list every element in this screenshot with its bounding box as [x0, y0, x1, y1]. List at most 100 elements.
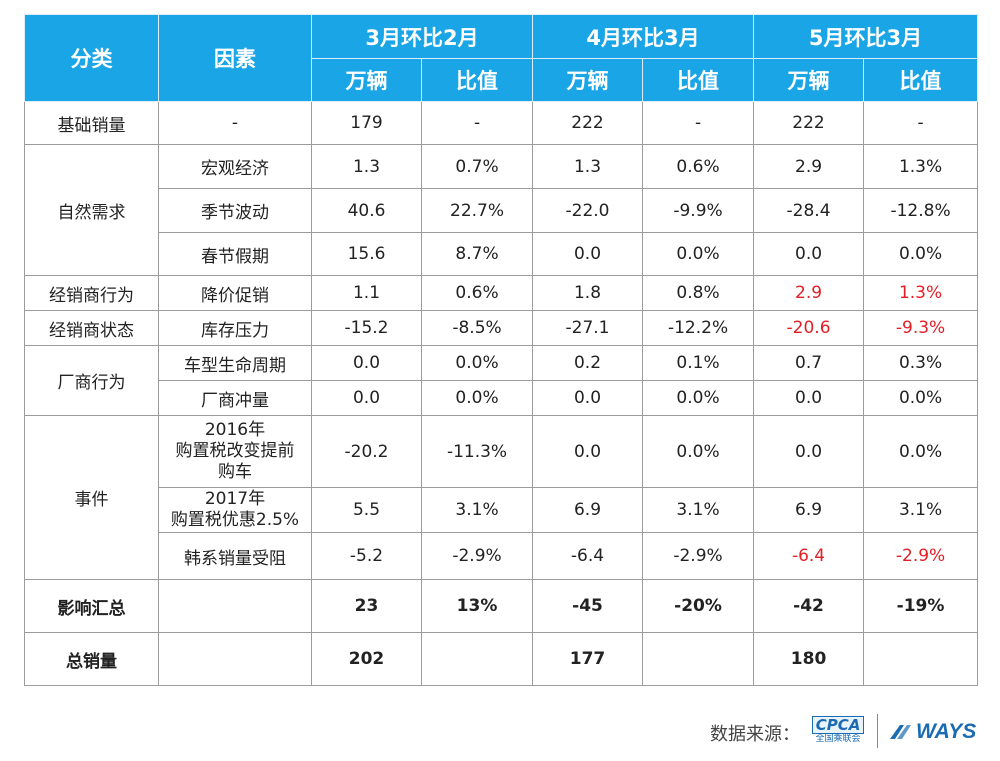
value-cell: 0.0% [642, 232, 755, 276]
value-cell [863, 632, 979, 686]
factor-cell: 2017年 购置税优惠2.5% [158, 487, 312, 533]
value-cell: 0.2 [532, 345, 644, 381]
value-cell: -15.2 [311, 310, 422, 346]
value-cell-highlight: -6.4 [753, 532, 865, 580]
cpca-logo-subtext: 全国乘联会 [815, 734, 861, 744]
value-cell: 1.1 [311, 275, 422, 311]
value-cell: 6.9 [532, 487, 644, 533]
factor-line: 购置税优惠2.5% [170, 510, 300, 530]
value-cell: 0.1% [642, 345, 755, 381]
table-row: 季节波动 40.6 22.7% -22.0 -9.9% -28.4 -12.8% [25, 188, 979, 233]
value-cell: -19% [863, 579, 979, 633]
value-cell: 13% [420, 579, 534, 633]
value-cell: 0.0 [532, 232, 644, 276]
value-cell: -12.8% [863, 188, 979, 233]
value-cell: -12.2% [642, 310, 755, 346]
summary-row: 影响汇总 23 13% -45 -20% -42 -19% [24, 579, 979, 633]
factor-line: 2016年 [204, 420, 266, 440]
value-cell: 0.0 [311, 380, 422, 416]
value-cell: 0.0 [532, 415, 644, 488]
factor-line: 购车 [218, 462, 252, 482]
value-cell: -8.5% [420, 310, 534, 346]
value-cell: 0.0% [863, 380, 979, 416]
value-cell: 0.0 [753, 232, 865, 276]
factor-cell: - [158, 101, 312, 145]
factor-cell: 季节波动 [158, 188, 312, 233]
header-units: 万辆 [753, 58, 865, 102]
header-category: 分类 [24, 14, 159, 102]
value-cell: -20% [642, 579, 755, 633]
category-cell: 经销商状态 [24, 310, 159, 346]
value-cell: 1.8 [532, 275, 644, 311]
table-row: 厂商冲量 0.0 0.0% 0.0 0.0% 0.0 0.0% [25, 380, 979, 416]
header-ratio: 比值 [863, 58, 979, 102]
value-cell: -11.3% [420, 415, 534, 488]
cpca-logo-text: CPCA [812, 716, 864, 734]
value-cell: - [420, 101, 534, 145]
value-cell: 15.6 [311, 232, 422, 276]
factor-cell: 降价促销 [158, 275, 312, 311]
table-row: 经销商状态 库存压力 -15.2 -8.5% -27.1 -12.2% -20.… [24, 310, 979, 346]
value-cell: 40.6 [311, 188, 422, 233]
header-ratio: 比值 [420, 58, 534, 102]
value-cell: 0.7 [753, 345, 865, 381]
value-cell: 177 [532, 632, 644, 686]
value-cell: -27.1 [532, 310, 644, 346]
factor-cell: 韩系销量受阻 [158, 532, 312, 580]
value-cell: 1.3 [311, 144, 422, 189]
value-cell: 3.1% [420, 487, 534, 533]
value-cell-highlight: -20.6 [753, 310, 865, 346]
category-cell: 基础销量 [24, 101, 159, 145]
header-ratio: 比值 [642, 58, 755, 102]
value-cell: 3.1% [863, 487, 979, 533]
value-cell: -2.9% [642, 532, 755, 580]
category-cell: 影响汇总 [24, 579, 159, 633]
value-cell [420, 632, 534, 686]
factor-cell: 2016年 购置税改变提前 购车 [158, 415, 312, 488]
value-cell: 0.6% [420, 275, 534, 311]
table-row: 韩系销量受阻 -5.2 -2.9% -6.4 -2.9% -6.4 -2.9% [25, 532, 979, 580]
table-row: 经销商行为 降价促销 1.1 0.6% 1.8 0.8% 2.9 1.3% [24, 275, 979, 311]
value-cell: -28.4 [753, 188, 865, 233]
value-cell: - [642, 101, 755, 145]
table-row: 基础销量 - 179 - 222 - 222 - [24, 101, 979, 145]
category-cell: 经销商行为 [24, 275, 159, 311]
value-cell: 23 [311, 579, 422, 633]
value-cell: 202 [311, 632, 422, 686]
value-cell: 0.0% [642, 415, 755, 488]
value-cell: 0.0 [753, 380, 865, 416]
header-factor: 因素 [158, 14, 312, 102]
table-row: 2017年 购置税优惠2.5% 5.5 3.1% 6.9 3.1% 6.9 3.… [25, 487, 979, 533]
header-group-mar: 3月环比2月 [310, 14, 534, 59]
value-cell: -5.2 [311, 532, 422, 580]
value-cell: 8.7% [420, 232, 534, 276]
value-cell: - [863, 101, 979, 145]
factor-cell: 车型生命周期 [158, 345, 312, 381]
header-units: 万辆 [532, 58, 644, 102]
value-cell: 222 [753, 101, 865, 145]
category-cell: 总销量 [24, 632, 159, 686]
value-cell: 179 [311, 101, 422, 145]
value-cell: -42 [753, 579, 865, 633]
value-cell: 22.7% [420, 188, 534, 233]
value-cell: -20.2 [311, 415, 422, 488]
value-cell: 0.7% [420, 144, 534, 189]
value-cell: 3.1% [642, 487, 755, 533]
value-cell: 0.0 [753, 415, 865, 488]
category-cell: 厂商行为 [24, 345, 159, 416]
value-cell-highlight: 1.3% [863, 275, 979, 311]
value-cell: 0.0% [863, 232, 979, 276]
total-row: 总销量 202 177 180 [24, 632, 979, 686]
value-cell: 0.6% [642, 144, 755, 189]
table-row: 事件 2016年 购置税改变提前 购车 -20.2 -11.3% 0.0 0.0… [24, 415, 979, 580]
header-group-apr: 4月环比3月 [532, 14, 755, 59]
value-cell: 0.0% [420, 380, 534, 416]
value-cell [642, 632, 755, 686]
factor-cell: 厂商冲量 [158, 380, 312, 416]
value-cell-highlight: 2.9 [753, 275, 865, 311]
header-row-sub: 万辆 比值 万辆 比值 万辆 比值 [25, 58, 979, 102]
ways-swoosh-icon [890, 725, 911, 740]
value-cell: 6.9 [753, 487, 865, 533]
cpca-logo: CPCA 全国乘联会 [812, 716, 864, 744]
value-cell: 2.9 [753, 144, 865, 189]
